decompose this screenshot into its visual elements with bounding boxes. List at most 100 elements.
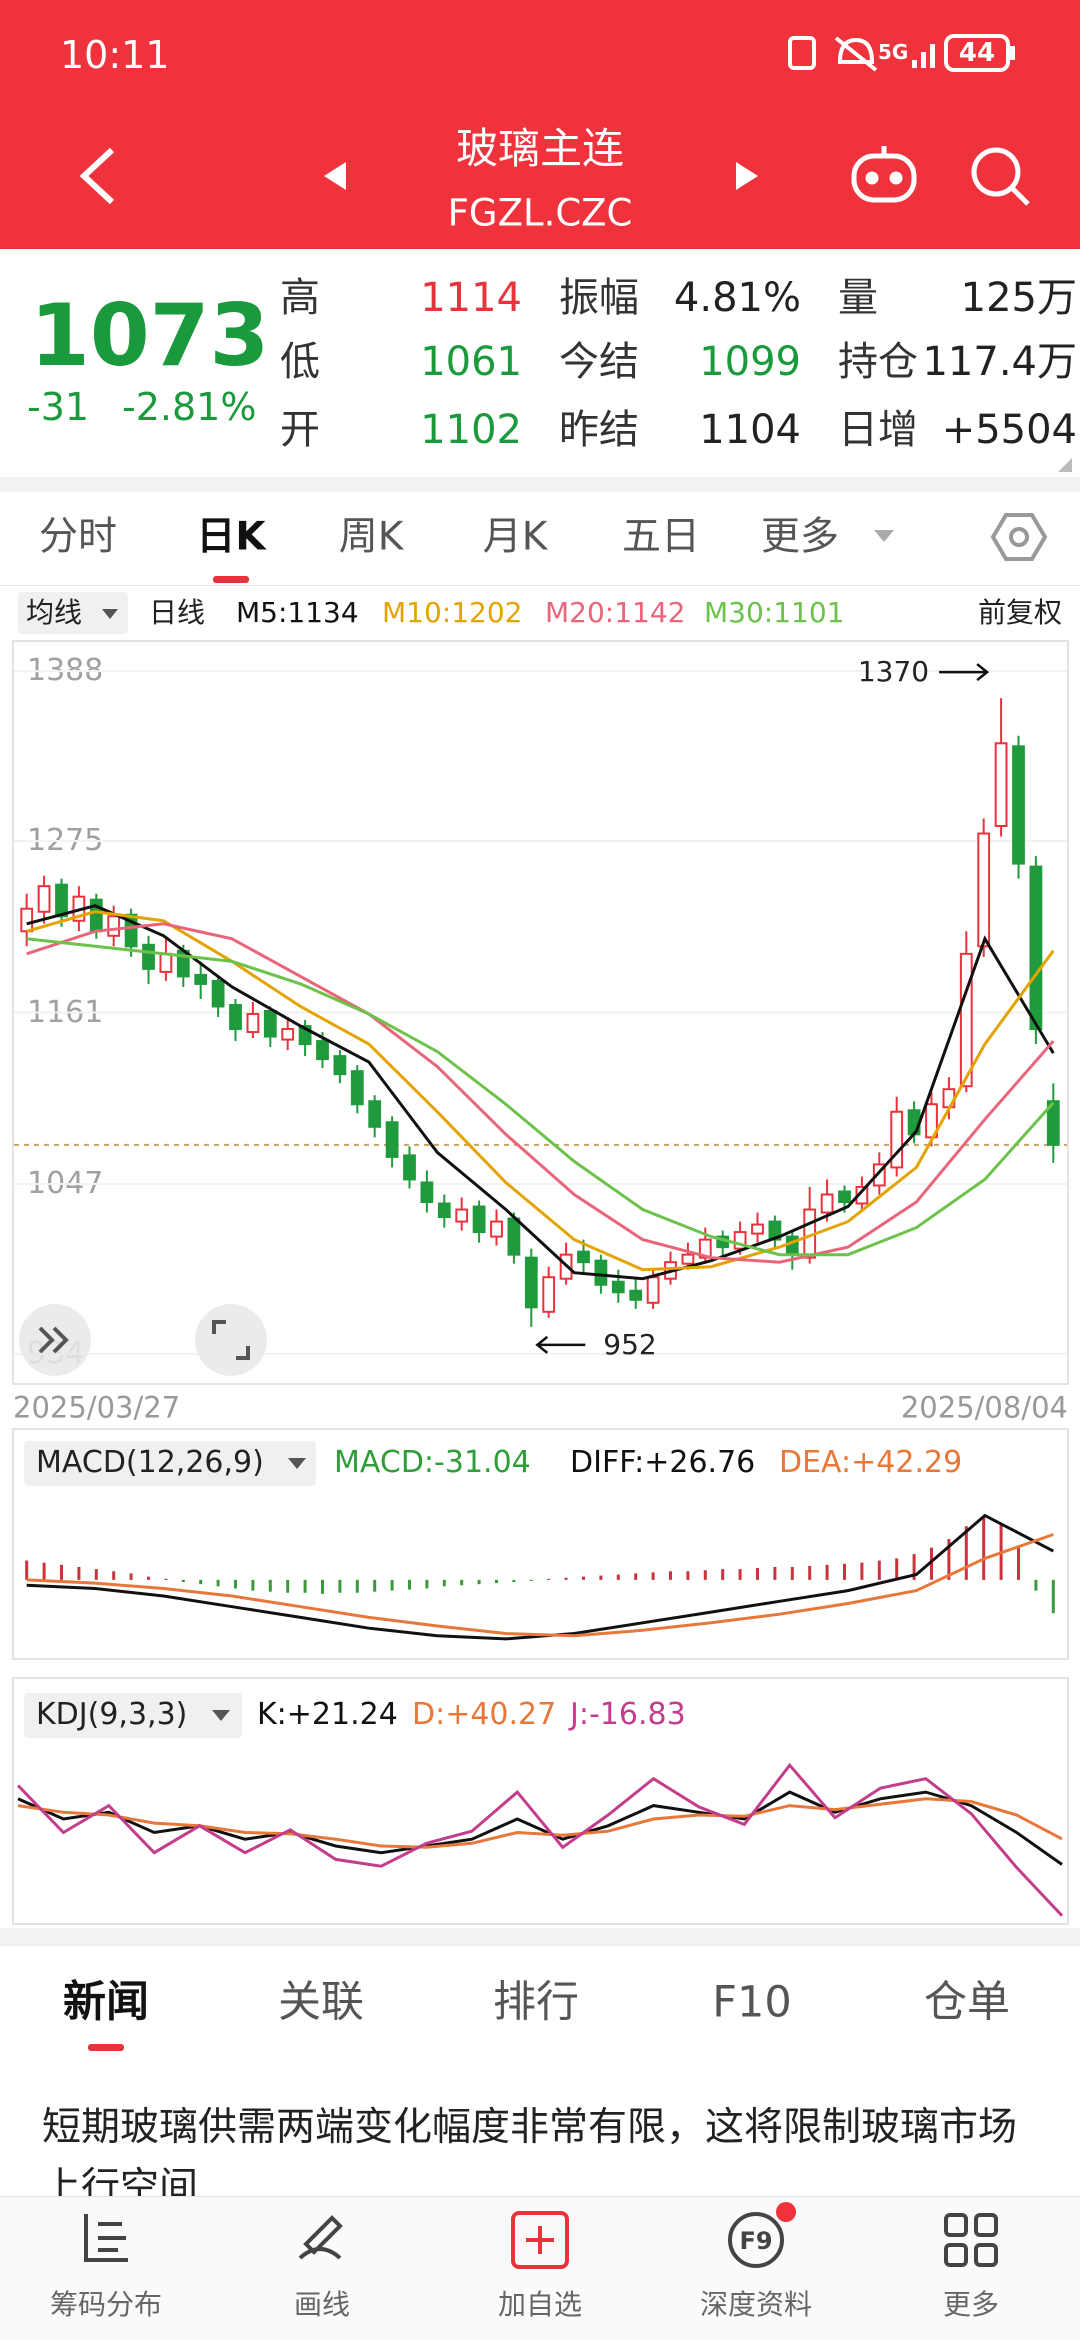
- candle-body: [142, 943, 155, 970]
- news-tab[interactable]: 仓单: [924, 1977, 1010, 2028]
- candle-body: [994, 742, 1008, 827]
- quote-value: +5504: [941, 407, 1077, 453]
- candle-body: [629, 1289, 643, 1301]
- settings-icon[interactable]: [990, 513, 1048, 561]
- macd-selector-box[interactable]: [24, 1441, 316, 1486]
- kdj-frame: [12, 1677, 1069, 1925]
- main-chart-frame: [12, 640, 1069, 1385]
- period-tab[interactable]: 周K: [338, 514, 404, 560]
- macd-bar: [234, 1579, 237, 1589]
- candle-body: [820, 1193, 834, 1214]
- macd-bar: [164, 1578, 168, 1580]
- ma-legend: M30:1101: [704, 596, 845, 629]
- nav-label[interactable]: 加自选: [497, 2288, 583, 2321]
- macd-bar: [112, 1571, 116, 1580]
- change-pct: -2.81%: [122, 385, 257, 429]
- indicator-title[interactable]: KDJ(9,3,3): [36, 1697, 188, 1732]
- macd-bar: [634, 1573, 638, 1580]
- macd-bar: [94, 1569, 98, 1580]
- macd-bar: [1051, 1579, 1055, 1614]
- kdj-selector-box[interactable]: [24, 1693, 242, 1738]
- ma-legend: M10:1202: [382, 596, 523, 629]
- quote-label: 开: [280, 407, 320, 453]
- macd-bar: [147, 1576, 150, 1580]
- macd-bar: [442, 1579, 446, 1587]
- news-tab[interactable]: F10: [712, 1977, 792, 2028]
- indicator-value: MACD:-31.04: [334, 1445, 531, 1480]
- quote-value: 1099: [699, 339, 801, 385]
- ma-selector[interactable]: 均线: [26, 596, 83, 629]
- candle-body: [368, 1100, 382, 1128]
- candle-body: [385, 1121, 399, 1158]
- nav-label[interactable]: 画线: [293, 2288, 351, 2321]
- macd-bar: [738, 1569, 742, 1580]
- tab-indicator: [88, 2044, 124, 2051]
- candle-body: [472, 1205, 486, 1234]
- quote-label: 昨结: [559, 407, 639, 453]
- macd-bar: [181, 1579, 185, 1583]
- prev-icon[interactable]: [324, 162, 346, 190]
- macd-bar: [564, 1577, 568, 1580]
- macd-bar: [877, 1560, 881, 1580]
- candle-body: [681, 1253, 695, 1265]
- dropdown-icon[interactable]: [212, 1710, 230, 1721]
- period-tab[interactable]: 分时: [38, 514, 118, 560]
- ma-adjust[interactable]: 前复权: [977, 596, 1062, 629]
- candle-body: [20, 907, 34, 933]
- dropdown-icon[interactable]: [288, 1458, 306, 1469]
- quote-label: 量: [838, 275, 878, 321]
- news-tab[interactable]: 排行: [493, 1977, 579, 2028]
- candle-body: [646, 1276, 660, 1304]
- battery: 44: [958, 38, 996, 68]
- candle-body: [159, 952, 173, 973]
- nav-label[interactable]: 更多: [942, 2288, 1000, 2321]
- ma-legend: M5:1134: [236, 596, 359, 629]
- candle-body: [785, 1235, 799, 1256]
- quote-label: 低: [280, 339, 320, 385]
- period-tab[interactable]: 日K: [196, 514, 266, 560]
- next-icon[interactable]: [736, 162, 758, 190]
- dropdown-icon[interactable]: [102, 609, 118, 619]
- nav-label[interactable]: 深度资料: [699, 2288, 813, 2321]
- candle-body: [577, 1250, 590, 1264]
- last-price: 1073: [30, 286, 270, 386]
- indicator-title[interactable]: MACD(12,26,9): [36, 1445, 264, 1480]
- candle-body: [1029, 865, 1043, 1031]
- macd-bar: [425, 1579, 429, 1589]
- news-tab[interactable]: 关联: [278, 1977, 364, 2028]
- period-tab[interactable]: 月K: [482, 514, 548, 560]
- x-label: 2025/03/27: [13, 1390, 181, 1425]
- macd-bar: [947, 1539, 951, 1580]
- macd-frame: [12, 1428, 1069, 1660]
- candle-body: [959, 952, 973, 1088]
- macd-bar: [912, 1554, 916, 1580]
- period-tab[interactable]: 五日: [621, 514, 701, 560]
- ma-period: 日线: [149, 596, 206, 629]
- candle-body: [211, 979, 225, 1008]
- candle-body: [316, 1040, 329, 1061]
- candle-body: [246, 1013, 260, 1034]
- macd-bar: [199, 1579, 203, 1585]
- candle-body: [37, 885, 51, 913]
- macd-bar: [42, 1562, 46, 1580]
- back-icon[interactable]: [79, 147, 115, 205]
- quote-label: 日增: [838, 407, 918, 453]
- quote-value: 4.81%: [673, 275, 801, 321]
- quote-label: 持仓: [838, 339, 918, 385]
- macd-bar: [477, 1579, 481, 1585]
- macd-bar: [321, 1579, 324, 1594]
- robot-icon[interactable]: [851, 146, 917, 203]
- ma-legend: M20:1142: [545, 596, 686, 629]
- nav-label[interactable]: 筹码分布: [49, 2288, 163, 2321]
- search-icon[interactable]: [971, 147, 1030, 206]
- dropdown-icon[interactable]: [874, 530, 894, 542]
- macd-bar: [703, 1570, 707, 1580]
- news-tab[interactable]: 新闻: [63, 1977, 149, 2028]
- macd-bar: [408, 1579, 411, 1590]
- change: -31: [27, 385, 90, 429]
- indicator-value: J:-16.83: [570, 1697, 686, 1732]
- period-tab[interactable]: 更多: [760, 514, 840, 560]
- quote-label: 今结: [559, 339, 639, 385]
- arrow: [535, 1335, 586, 1354]
